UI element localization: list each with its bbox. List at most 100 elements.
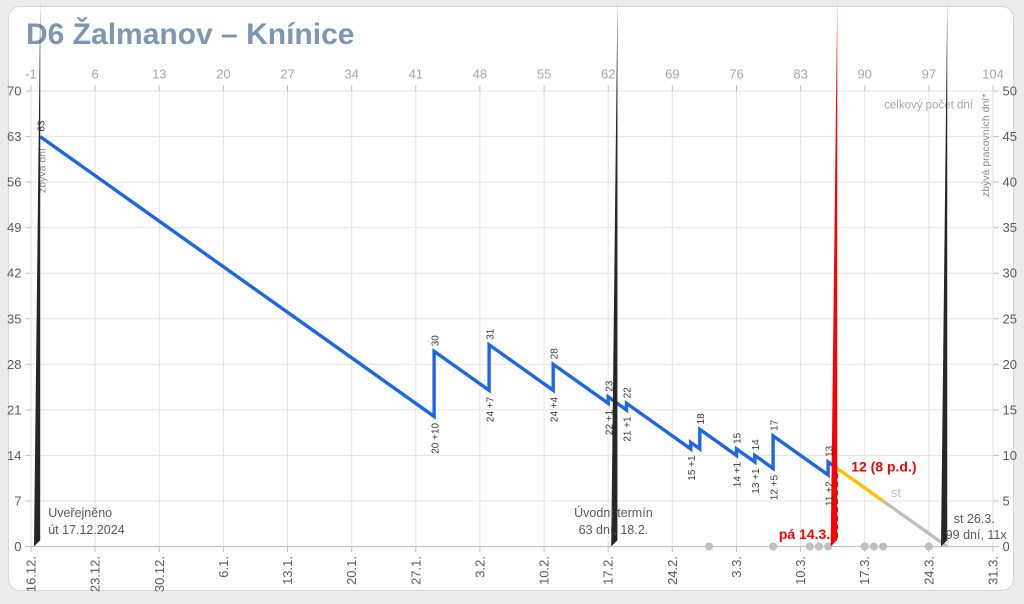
today-diamond: [830, 0, 838, 547]
jump-top-label: 31: [485, 328, 496, 340]
jump-top-label: 18: [696, 413, 707, 425]
bottom-axis-date-label: 24.3.: [921, 556, 936, 585]
nonworking-day-dot: [805, 542, 814, 551]
bottom-axis-date-label: 10.2.: [537, 556, 552, 585]
top-axis-tick-label: 104: [982, 67, 1004, 82]
top-axis-tick-label: 97: [922, 67, 936, 82]
milestone-text-uverejneno: út 17.12.2024: [48, 523, 125, 537]
left-axis-tick-label: 70: [7, 84, 21, 99]
top-axis-tick-label: 48: [473, 67, 487, 82]
jump-top-label: 22: [623, 387, 634, 399]
nonworking-day-dot: [924, 542, 933, 551]
top-axis-tick-label: 69: [665, 67, 679, 82]
series-line-zbyva-dni: [39, 135, 839, 479]
jump-bottom-label: 24 +4: [549, 396, 560, 422]
jump-bottom-label: 22 +1: [604, 409, 615, 435]
jump-top-label: 30: [430, 335, 441, 347]
right-axis-tick-label: 30: [1003, 266, 1017, 281]
milestone-diamond-finalni-termin: [941, 0, 948, 547]
jump-bottom-label: 13 +1: [751, 468, 762, 494]
top-axis-tick-label: 76: [729, 67, 743, 82]
milestone-text-uverejneno: Uveřejněno: [48, 506, 112, 520]
today-value-label: 12 (8 p.d.): [851, 458, 916, 474]
right-axis-tick-label: 45: [1003, 129, 1017, 144]
left-axis-tick-label: 14: [7, 448, 21, 463]
nonworking-day-dot: [705, 542, 713, 551]
nonworking-day-dot: [860, 542, 869, 551]
jump-top-label: 28: [549, 348, 560, 360]
milestone-text-finalni-termin: 99 dní, 11x: [946, 528, 1008, 542]
bottom-axis-date-label: 17.3.: [857, 556, 872, 585]
jump-top-label: 15: [733, 432, 744, 444]
right-axis-tick-label: 40: [1003, 175, 1017, 190]
series-line-projekce-zbytek: [882, 499, 949, 548]
milestone-text-uvodni-termin: Úvodní termín: [574, 505, 653, 520]
jump-top-label: 63: [36, 120, 47, 132]
jump-bottom-label: 14 +1: [733, 461, 744, 487]
left-axis-tick-label: 0: [14, 539, 21, 554]
left-axis-tick-label: 28: [7, 357, 21, 372]
right-axis-tick-label: 0: [1003, 539, 1010, 554]
top-axis-tick-label: 55: [537, 67, 551, 82]
bottom-axis-date-label: 10.3.: [793, 556, 808, 585]
bottom-axis-date-label: 20.1.: [344, 556, 359, 585]
right-axis-tick-label: 10: [1003, 448, 1017, 463]
bottom-axis-date-label: 27.1.: [408, 556, 423, 585]
top-axis-tick-label: 83: [793, 67, 807, 82]
bottom-axis-date-label: 31.3.: [986, 556, 1001, 585]
bottom-axis-date-label: 3.3.: [729, 556, 744, 578]
left-axis-tick-label: 49: [7, 220, 21, 235]
milestone-text-finalni-termin: st 26.3.: [954, 512, 995, 526]
left-axis-tick-label: 35: [7, 311, 21, 326]
right-axis-tick-label: 15: [1003, 402, 1017, 417]
jump-bottom-label: 15 +1: [687, 455, 698, 481]
jump-top-label: 13: [824, 445, 835, 457]
top-axis-tick-label: -1: [25, 67, 37, 82]
jump-top-label: 14: [751, 439, 762, 451]
right-axis-tick-label: 50: [1003, 84, 1017, 99]
jump-bottom-label: 24 +7: [485, 396, 496, 422]
right-axis-tick-label: 20: [1003, 357, 1017, 372]
jump-bottom-label: 12 +5: [769, 474, 780, 500]
chart-card: [8, 6, 1014, 591]
nonworking-day-dot: [869, 542, 878, 551]
jump-bottom-label: 20 +10: [430, 422, 441, 453]
milestone-text-uvodni-termin: 63 dní, 18.2.: [579, 523, 649, 537]
nonworking-day-dot: [814, 542, 823, 551]
jump-bottom-label: 21 +1: [623, 416, 634, 442]
left-axis-tick-label: 42: [7, 266, 21, 281]
nonworking-day-dot: [769, 542, 778, 551]
bottom-axis-date-label: 24.2.: [665, 556, 680, 585]
bottom-axis-date-label: 3.2.: [472, 556, 487, 578]
top-axis-tick-label: 41: [409, 67, 423, 82]
left-axis-tick-label: 7: [14, 494, 21, 509]
bottom-axis-date-label: 17.2.: [601, 556, 616, 585]
projection-day-label: st: [891, 485, 902, 500]
bottom-axis-date-label: 6.1.: [216, 556, 231, 578]
top-axis-tick-label: 13: [152, 67, 166, 82]
today-date-label: pá 14.3.: [779, 526, 830, 542]
left-axis-tick-label: 21: [7, 402, 21, 417]
top-axis-tick-label: 90: [857, 67, 871, 82]
right-axis-tick-label: 25: [1003, 311, 1017, 326]
jump-top-label: 17: [769, 419, 780, 431]
nonworking-day-dot: [879, 542, 888, 551]
right-axis-tick-label: 35: [1003, 220, 1017, 235]
top-axis-tick-label: 6: [91, 67, 98, 82]
jump-bottom-label: 11 +2: [824, 481, 835, 506]
jump-top-label: 23: [604, 380, 615, 392]
bottom-axis-date-label: 23.12.: [88, 556, 103, 592]
top-axis-tick-label: 27: [280, 67, 294, 82]
page-title: D6 Žalmanov – Knínice: [26, 18, 355, 51]
top-axis-tick-label: 62: [601, 67, 615, 82]
milestone-diamond-uvodni-termin: [611, 0, 618, 547]
right-axis-title: zbývá pracovních dní*: [980, 94, 992, 197]
right-axis-tick-label: 5: [1003, 494, 1010, 509]
bottom-axis-date-label: 13.1.: [280, 556, 295, 585]
series-line-projekce-pracovni-dny: [836, 467, 885, 503]
milestone-diamond-uverejneno: [34, 0, 41, 547]
bottom-axis-date-label: 16.12.: [24, 556, 39, 592]
top-axis-title: celkový počet dní: [884, 100, 974, 112]
